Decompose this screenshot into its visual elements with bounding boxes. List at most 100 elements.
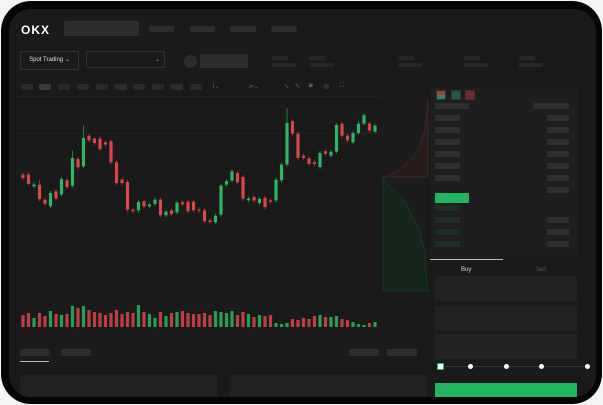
candle-body [120,179,124,183]
slider-stop-25[interactable] [468,364,473,369]
candle-body [175,202,179,213]
ask-row[interactable] [547,151,569,157]
nav-item[interactable] [149,26,174,32]
ask-row[interactable] [547,175,569,181]
timeframe-button[interactable] [21,84,33,90]
candle-body [279,164,284,181]
okx-logo[interactable]: OKX [21,23,51,37]
ask-row[interactable] [547,139,569,145]
price-display [200,54,248,68]
trading-mode-select[interactable]: Spot Trading ⌄ [20,51,79,70]
buy-button[interactable] [435,383,577,397]
ask-row[interactable] [435,151,460,157]
candle-body [153,199,157,204]
timeframe-button[interactable] [96,84,108,90]
candle-body [70,157,75,186]
settings-icon[interactable]: ◎ [324,84,330,90]
orderbook-bids-icon[interactable] [451,90,461,100]
volume-bar [356,324,361,327]
slider-stop-50[interactable] [504,364,509,369]
volume-bar [285,323,289,327]
nav-item[interactable] [230,26,256,32]
volume-bar [224,313,229,327]
tab-open-orders[interactable] [20,349,50,356]
timeframe-button[interactable] [39,84,51,90]
ask-row[interactable] [435,127,460,133]
wave-icon[interactable]: ∿ [284,84,290,90]
search-input[interactable] [64,21,139,36]
stat [272,63,296,67]
volume-bar [230,311,234,327]
nav-item[interactable] [271,26,297,32]
timeframe-button[interactable] [152,84,164,90]
tab-buy[interactable]: Buy [461,267,472,273]
timeframe-button[interactable] [77,84,89,90]
candlestick-chart[interactable] [9,9,596,397]
timeframe-button[interactable] [58,84,70,90]
stat [519,56,535,60]
timeframe-button[interactable] [133,84,145,90]
timeframe-button[interactable] [190,84,202,90]
volume-bar [32,318,36,327]
candle-body [340,123,344,136]
pencil-icon[interactable]: ✎ [295,84,301,90]
ask-row[interactable] [435,115,460,121]
timeframe-button[interactable] [171,84,183,90]
ask-row[interactable] [435,163,460,169]
draw-line-icon[interactable]: ⊳⌄ [249,84,260,90]
volume-bar [296,320,300,327]
orderbook-header[interactable] [533,103,569,109]
tab-sell[interactable]: Sell [536,267,547,273]
pair-select[interactable]: ⌄ [86,51,165,68]
fullscreen-icon[interactable]: ⛶ [340,83,345,89]
volume-bar [43,316,47,327]
candle-body [329,151,333,156]
candle-body [81,137,86,167]
slider-stop-100[interactable] [585,364,590,369]
stat [519,63,543,67]
orderbook-both-icon[interactable] [436,90,446,100]
ask-row[interactable] [547,163,569,169]
bid-row[interactable] [547,217,569,223]
indicator-icon[interactable]: ⌇⌄ [212,84,220,90]
volume-bar [175,312,179,327]
bid-row[interactable] [547,241,569,247]
price-input[interactable] [435,276,577,301]
bid-row[interactable] [435,229,460,235]
volume-bar [186,313,190,327]
amount-input[interactable] [435,306,577,331]
candle-body [136,201,141,211]
slider-stop-75[interactable] [539,364,544,369]
filter-button[interactable] [387,349,417,356]
volume-bar [180,311,185,327]
tab-order-history[interactable] [61,349,91,356]
orderbook-header[interactable] [435,103,469,109]
candle-body [37,184,42,199]
chevron-down-icon: ⌄ [64,57,70,63]
volume-bar [246,314,251,327]
amount-slider-track[interactable] [440,366,589,367]
ask-row[interactable] [547,115,569,121]
total-input[interactable] [435,334,577,359]
volume-bar [131,313,135,327]
bid-row[interactable] [547,229,569,235]
bid-row[interactable] [435,217,460,223]
ask-row[interactable] [547,187,569,193]
candle-body [65,180,69,187]
filter-button[interactable] [349,349,379,356]
ask-row[interactable] [547,127,569,133]
ask-row[interactable] [435,175,460,181]
bid-row[interactable] [435,205,460,211]
candle-body [285,123,289,165]
orderbook-asks-icon[interactable] [465,90,475,100]
nav-item[interactable] [190,26,215,32]
candle-body [98,138,102,149]
ask-row[interactable] [435,139,460,145]
camera-icon[interactable]: ◙ [309,83,313,89]
candle-body [268,200,273,202]
volume-bar [219,312,223,327]
bid-row[interactable] [435,241,460,247]
amount-slider-handle[interactable] [437,363,444,370]
timeframe-button[interactable] [115,84,127,90]
candle-body [213,215,218,223]
